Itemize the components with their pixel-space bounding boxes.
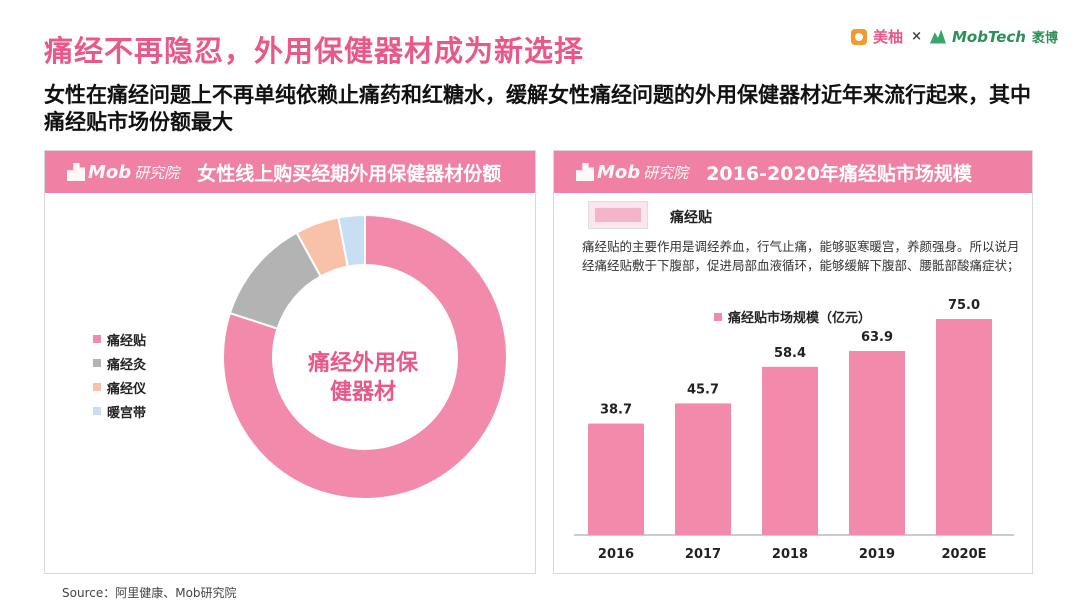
bar-value-label: 58.4 [774, 346, 806, 361]
x-tick-label: 2020E [941, 547, 986, 562]
meiyou-brand: 美柚 [873, 28, 904, 46]
mob-logo-text: Mob [88, 161, 132, 183]
mob-logo-text: Mob [597, 161, 641, 183]
bar-chart-panel: Mob 研究院 2016-2020年痛经贴市场规模 痛经贴 痛经贴的主要作用是调经… [553, 150, 1033, 574]
bar-value-label: 45.7 [687, 382, 719, 397]
brand-separator: × [911, 29, 922, 44]
legend-swatch [93, 335, 101, 343]
x-tick-label: 2019 [859, 547, 895, 562]
donut-legend: 痛经贴痛经灸痛经仪暖宫带 [93, 327, 146, 423]
mob-logo-cn: 研究院 [643, 163, 689, 182]
mobtech-brand: MobTech [951, 27, 1026, 46]
donut-legend-item: 痛经贴 [93, 327, 146, 351]
legend-swatch [93, 359, 101, 367]
bar-panel-title: 2016-2020年痛经贴市场规模 [706, 162, 972, 185]
x-tick-label: 2016 [598, 547, 634, 562]
legend-label: 痛经贴 [107, 333, 147, 349]
bar-legend-label: 痛经贴市场规模（亿元） [728, 311, 872, 326]
building-icon [67, 163, 85, 181]
mob-logo-cn: 研究院 [134, 163, 180, 182]
donut-svg [222, 213, 508, 500]
bar-2018 [762, 366, 818, 535]
donut-legend-item: 痛经灸 [93, 351, 146, 375]
product-image [588, 201, 648, 229]
bar-chart-svg: 38.7 2016 45.7 2017 58.4 2018 63.9 2019 75.0 2020… [574, 298, 1014, 562]
donut-slice-3 [337, 213, 366, 268]
bar-value-label: 63.9 [861, 330, 893, 345]
donut-chart [205, 197, 525, 521]
bar-value-label: 75.0 [948, 298, 980, 313]
x-tick-label: 2018 [772, 547, 808, 562]
meiyou-logo-icon [851, 28, 868, 45]
bar-legend-swatch [714, 312, 722, 321]
bar-value-label: 38.7 [600, 403, 632, 418]
donut-legend-item: 暖宫带 [93, 399, 146, 423]
donut-panel-title: 女性线上购买经期外用保健器材份额 [197, 162, 502, 185]
bar-legend: 痛经贴市场规模（亿元） [714, 307, 871, 326]
source-note: Source：阿里健康、Mob研究院 [62, 586, 237, 600]
bar-2020E [936, 319, 992, 535]
mob-research-logo: Mob 研究院 [67, 162, 179, 183]
donut-panel-header: Mob 研究院 女性线上购买经期外用保健器材份额 [45, 151, 535, 193]
brand-logos: 美柚 × MobTech 袤博 [851, 26, 1058, 47]
legend-label: 暖宫带 [107, 405, 147, 421]
legend-swatch [93, 407, 101, 415]
bar-2017 [675, 403, 731, 535]
donut-legend-item: 痛经仪 [93, 375, 146, 399]
page-subtitle: 女性在痛经问题上不再单纯依赖止痛药和红糖水，缓解女性痛经问题的外用保健器材近年来… [44, 83, 1031, 134]
donut-center-label: 痛经外用保健器材 [307, 351, 418, 405]
bar-2016 [588, 423, 644, 535]
x-tick-label: 2017 [685, 547, 721, 562]
legend-swatch [93, 383, 101, 391]
legend-label: 痛经灸 [107, 357, 147, 373]
mobtech-brand-cn: 袤博 [1031, 31, 1058, 46]
mob-research-logo: Mob 研究院 [576, 162, 688, 183]
donut-chart-panel: Mob 研究院 女性线上购买经期外用保健器材份额 痛经贴痛经灸痛经仪暖宫带 痛经外… [44, 150, 536, 574]
donut-slice-0 [222, 213, 508, 500]
mobtech-logo-icon [929, 29, 946, 44]
page-title: 痛经不再隐忍，外用保健器材成为新选择 [44, 34, 585, 68]
bar-2019 [849, 350, 905, 535]
product-name: 痛经贴 [670, 210, 712, 226]
legend-label: 痛经仪 [107, 381, 147, 397]
product-description: 痛经贴的主要作用是调经养血，行气止痛，能够驱寒暖宫，养颜强身。所以说月经痛经贴敷… [582, 239, 1020, 273]
bar-panel-header: Mob 研究院 2016-2020年痛经贴市场规模 [554, 151, 1032, 193]
